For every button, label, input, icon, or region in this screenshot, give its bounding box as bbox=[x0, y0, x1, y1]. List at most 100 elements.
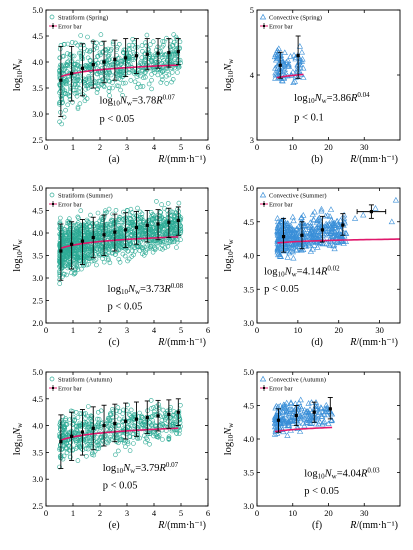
y-label-sub: 10 bbox=[16, 70, 24, 78]
data-point bbox=[295, 399, 303, 405]
data-point bbox=[103, 208, 108, 213]
data-point bbox=[86, 74, 91, 79]
panel-c: 0 1 2 3 4 5 62.02.53.03.54.04.55.0log10NwR/(mm… bbox=[12, 183, 210, 348]
data-point bbox=[96, 84, 102, 89]
x-label-unit: /(mm·h⁻¹) bbox=[164, 154, 206, 165]
data-point bbox=[129, 233, 134, 239]
data-point bbox=[160, 52, 165, 58]
data-point bbox=[176, 200, 182, 206]
data-point bbox=[285, 226, 292, 233]
data-point bbox=[119, 58, 125, 64]
data-point bbox=[312, 420, 320, 427]
data-point bbox=[97, 50, 103, 56]
x-label-var: R bbox=[349, 337, 356, 348]
data-point bbox=[57, 272, 63, 278]
y-tick-label: 2.5 bbox=[32, 501, 43, 511]
data-point bbox=[334, 238, 341, 244]
x-tick-label: 6 bbox=[206, 325, 210, 335]
error-bar bbox=[175, 398, 181, 427]
y-tick-label: 4.5 bbox=[243, 401, 254, 411]
data-point bbox=[155, 72, 161, 78]
y-label-sub: 10 bbox=[16, 434, 24, 442]
data-point bbox=[272, 51, 279, 57]
data-point bbox=[325, 420, 332, 426]
error-bar-mean bbox=[124, 419, 128, 423]
y-tick-label: 4.0 bbox=[32, 421, 43, 431]
data-point bbox=[120, 93, 125, 98]
y-axis-label: log10Nw bbox=[12, 238, 24, 271]
error-bar bbox=[69, 221, 75, 270]
data-point bbox=[85, 34, 90, 40]
data-point bbox=[82, 82, 88, 87]
data-point bbox=[105, 53, 111, 59]
data-point bbox=[314, 403, 321, 409]
data-point bbox=[93, 230, 99, 236]
data-point bbox=[132, 79, 138, 85]
data-point bbox=[67, 216, 72, 221]
data-point bbox=[326, 213, 334, 219]
x-tick-label: 2 bbox=[98, 142, 102, 152]
data-point bbox=[295, 240, 303, 247]
legend-entry: Error bar bbox=[269, 202, 293, 209]
y-label-base: log bbox=[12, 441, 23, 455]
data-point bbox=[299, 219, 306, 226]
fit-equation: log10Nw=3.86R0.04 bbox=[294, 91, 370, 105]
data-point bbox=[324, 407, 332, 414]
x-tick-label: 10 bbox=[289, 142, 298, 152]
data-point bbox=[126, 256, 132, 262]
data-point bbox=[89, 452, 95, 457]
eq-base: log bbox=[304, 469, 318, 480]
data-point bbox=[146, 47, 151, 52]
y-tick-label: 2.5 bbox=[32, 135, 43, 145]
x-axis-label: R/(mm·h⁻¹) bbox=[157, 520, 206, 531]
legend-errbar-mean bbox=[52, 203, 54, 205]
error-bar bbox=[356, 204, 387, 219]
eq-varsub: w bbox=[127, 100, 133, 108]
data-point bbox=[138, 419, 144, 424]
data-point bbox=[124, 408, 129, 413]
data-point bbox=[128, 78, 134, 83]
data-point bbox=[145, 47, 151, 53]
error-bars bbox=[275, 397, 333, 433]
fit-line bbox=[276, 73, 304, 79]
data-point bbox=[276, 252, 284, 259]
data-point bbox=[74, 90, 80, 96]
data-point bbox=[118, 228, 123, 234]
legend-entry: Convective (Summer) bbox=[269, 193, 327, 200]
data-point bbox=[83, 424, 88, 430]
data-point bbox=[97, 252, 102, 257]
error-bar-mean bbox=[312, 410, 316, 414]
data-point bbox=[162, 52, 168, 58]
data-point bbox=[151, 405, 156, 410]
data-point bbox=[78, 33, 83, 38]
data-point bbox=[173, 414, 179, 420]
data-point bbox=[285, 63, 293, 69]
data-point bbox=[94, 90, 100, 95]
data-point bbox=[167, 227, 173, 232]
data-point bbox=[331, 245, 338, 252]
data-point bbox=[279, 77, 286, 84]
data-point bbox=[74, 444, 80, 450]
data-point bbox=[98, 32, 104, 37]
x-tick-label: 6 bbox=[206, 508, 210, 518]
data-point bbox=[297, 61, 304, 68]
data-point bbox=[128, 228, 134, 233]
data-point bbox=[300, 74, 307, 80]
eq-rhs: =3.73 bbox=[140, 284, 164, 295]
data-point bbox=[59, 100, 65, 106]
data-point bbox=[131, 441, 136, 446]
eq-exp: 0.07 bbox=[163, 94, 176, 102]
data-point bbox=[74, 427, 79, 432]
error-bar bbox=[58, 45, 64, 118]
error-bar bbox=[327, 397, 333, 420]
data-point bbox=[127, 434, 133, 440]
data-point bbox=[161, 39, 167, 45]
error-bar-mean bbox=[124, 56, 128, 60]
data-point bbox=[310, 216, 317, 223]
data-point bbox=[84, 63, 89, 68]
data-point bbox=[113, 208, 119, 213]
data-point bbox=[62, 425, 67, 431]
error-bar bbox=[144, 210, 150, 243]
data-point bbox=[73, 409, 79, 415]
data-point bbox=[154, 215, 160, 220]
